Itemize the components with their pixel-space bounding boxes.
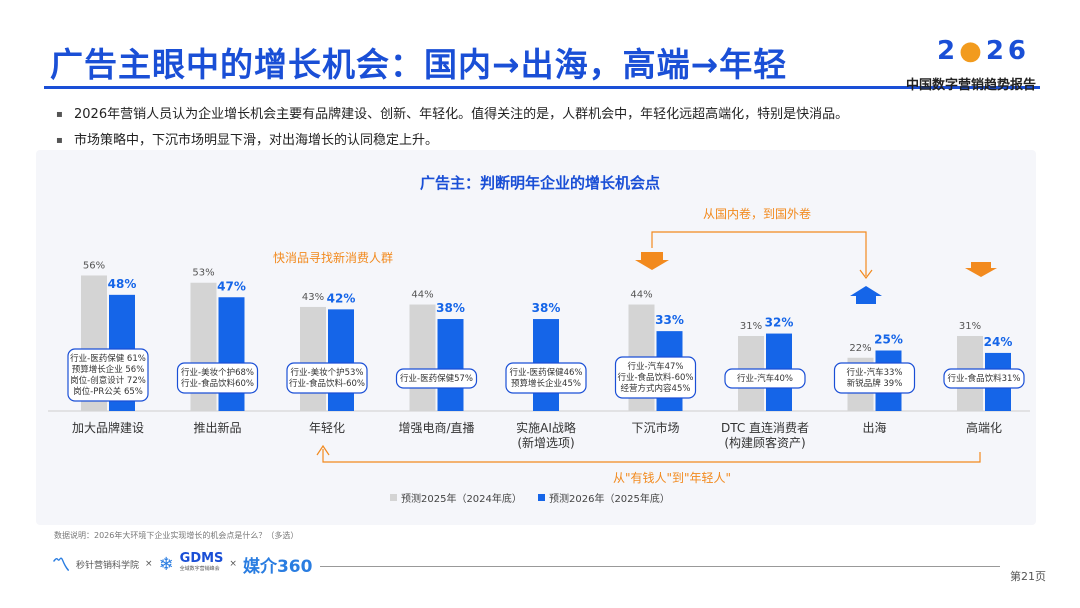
bottom-bracket-line (322, 449, 981, 463)
category-label: 加大品牌建设 (72, 421, 144, 435)
legend-swatch (538, 494, 545, 501)
category-label: (构建顾客资产) (724, 435, 805, 450)
category-label: 出海 (862, 420, 886, 435)
bottom-bracket-arrowhead (316, 444, 330, 456)
category-label: 实施AI战略 (516, 420, 576, 435)
industry-note-text: 行业-汽车47% (628, 361, 684, 372)
bullet-item: 2026年营销人员认为企业增长机会主要有品牌建设、创新、年轻化。值得关注的是，人… (56, 102, 848, 128)
report-subtitle: 中国数字营销趋势报告 (905, 78, 1036, 93)
logo-miaozhen: 秒针营销科学院 (76, 560, 140, 571)
logo-gdms: GDMS (179, 551, 224, 566)
value-label: 24% (984, 335, 1013, 349)
value-label: 32% (765, 316, 794, 330)
value-label: 53% (192, 268, 214, 279)
miaozhen-logo-icon: 〽 (52, 555, 70, 576)
value-label: 47% (217, 279, 246, 293)
industry-note-box (614, 356, 697, 399)
logo-media360: 媒介360 (242, 556, 313, 577)
bullet-item: 市场策略中，下沉市场明显下滑，对出海增长的认同稳定上升。 (56, 128, 848, 154)
logo-separator: × (229, 559, 237, 569)
industry-note-text: 新锐品牌 39% (847, 378, 903, 389)
title-divider (44, 86, 1040, 89)
up-arrow-icon (850, 286, 882, 304)
industry-note-text: 预算增长企业45% (511, 378, 581, 389)
industry-note-box (176, 362, 259, 394)
value-label: 38% (532, 301, 561, 315)
industry-note-text: 行业-医药保健57% (400, 373, 473, 384)
legend-label: 预测2026年（2025年底） (549, 492, 670, 505)
category-label: 下沉市场 (631, 420, 679, 435)
chart-title: 广告主：判断明年企业的增长机会点 (419, 174, 660, 192)
industry-note-text: 岗位-PR公关 65% (73, 386, 143, 397)
logo-o-icon: ● (959, 36, 986, 66)
page-title: 广告主眼中的增长机会：国内→出海，高端→年轻 (50, 45, 788, 84)
value-label: 38% (436, 301, 465, 315)
industry-note-box (724, 368, 806, 389)
industry-note-text: 经营方式内容45% (621, 383, 691, 394)
value-label: 42% (327, 291, 356, 305)
value-label: 43% (302, 292, 324, 303)
footer-logos: 〽 秒针营销科学院 × ❄ GDMS 全域数字营销峰会 × 媒介360 (52, 551, 313, 577)
category-label: 高端化 (966, 420, 1002, 435)
value-label: 33% (655, 313, 684, 327)
gdms-logo: GDMS 全域数字营销峰会 (179, 551, 224, 574)
industry-note-text: 行业-汽车40% (737, 373, 793, 384)
value-label: 31% (959, 321, 981, 332)
industry-note-box (943, 368, 1025, 389)
value-label: 44% (630, 290, 652, 301)
report-year-logo: 2●26 (937, 36, 1030, 66)
gdms-logo-icon: ❄ (158, 553, 174, 575)
value-label: 44% (411, 290, 433, 301)
domestic-overseas-annotation: 从国内卷，到国外卷 (703, 206, 811, 221)
value-label: 22% (849, 343, 871, 354)
logo-gdms-sub: 全域数字营销峰会 (179, 566, 220, 572)
industry-note-box (833, 362, 916, 394)
industry-note-text: 行业-医药保健46% (510, 367, 583, 378)
legend-label: 预测2025年（2024年底） (401, 492, 522, 505)
category-label: DTC 直连消费者 (721, 420, 809, 435)
category-label: 推出新品 (193, 420, 241, 435)
industry-note-text: 行业-食品饮料31% (948, 373, 1021, 384)
industry-note-box (286, 362, 368, 394)
value-label: 48% (108, 277, 137, 291)
industry-note-text: 行业-食品饮料60% (181, 378, 254, 389)
value-label: 56% (83, 260, 105, 271)
rich-young-annotation: 从"有钱人"到"年轻人" (613, 470, 731, 485)
bar-2025 (300, 306, 326, 411)
footnote: 数据说明：2026年大环境下企业实现增长的机会点是什么？（多选） (54, 531, 299, 540)
value-label: 25% (874, 333, 903, 347)
industry-note-text: 岗位-创意设计 72% (70, 375, 146, 386)
value-label: 31% (740, 321, 762, 332)
industry-note-text: 行业-食品饮料-60% (617, 372, 693, 383)
bar-2026 (218, 297, 245, 411)
page-number: 第21页 (1010, 570, 1046, 583)
down-arrow-icon (635, 252, 669, 270)
bar-2026 (328, 309, 354, 411)
footer-divider (320, 566, 1000, 567)
industry-note-text: 行业-医药保健 61% (70, 353, 146, 364)
bar-2026 (437, 319, 464, 411)
industry-note-box (395, 368, 478, 389)
industry-note-box (505, 362, 587, 394)
category-label: (新增选项) (517, 435, 574, 450)
industry-note-text: 行业-美妆个护53% (291, 367, 364, 378)
logo-separator: × (145, 559, 153, 569)
legend-swatch (390, 494, 397, 501)
bracket-arrowhead (859, 269, 873, 279)
industry-note-text: 行业-食品饮料-60% (289, 378, 365, 389)
fmcg-annotation: 快消品寻找新消费人群 (273, 250, 393, 265)
industry-note-text: 预算增长企业 56% (72, 364, 145, 375)
industry-note-text: 行业-美妆个护68% (181, 367, 254, 378)
category-label: 年轻化 (309, 421, 345, 435)
down-arrow-icon (965, 262, 997, 277)
bar-2025 (409, 304, 436, 411)
summary-bullets: 2026年营销人员认为企业增长机会主要有品牌建设、创新、年轻化。值得关注的是，人… (56, 102, 848, 154)
bracket-line (651, 231, 867, 276)
industry-note-box (67, 348, 149, 402)
category-label: 增强电商/直播 (398, 420, 474, 435)
industry-note-text: 行业-汽车33% (847, 367, 903, 378)
